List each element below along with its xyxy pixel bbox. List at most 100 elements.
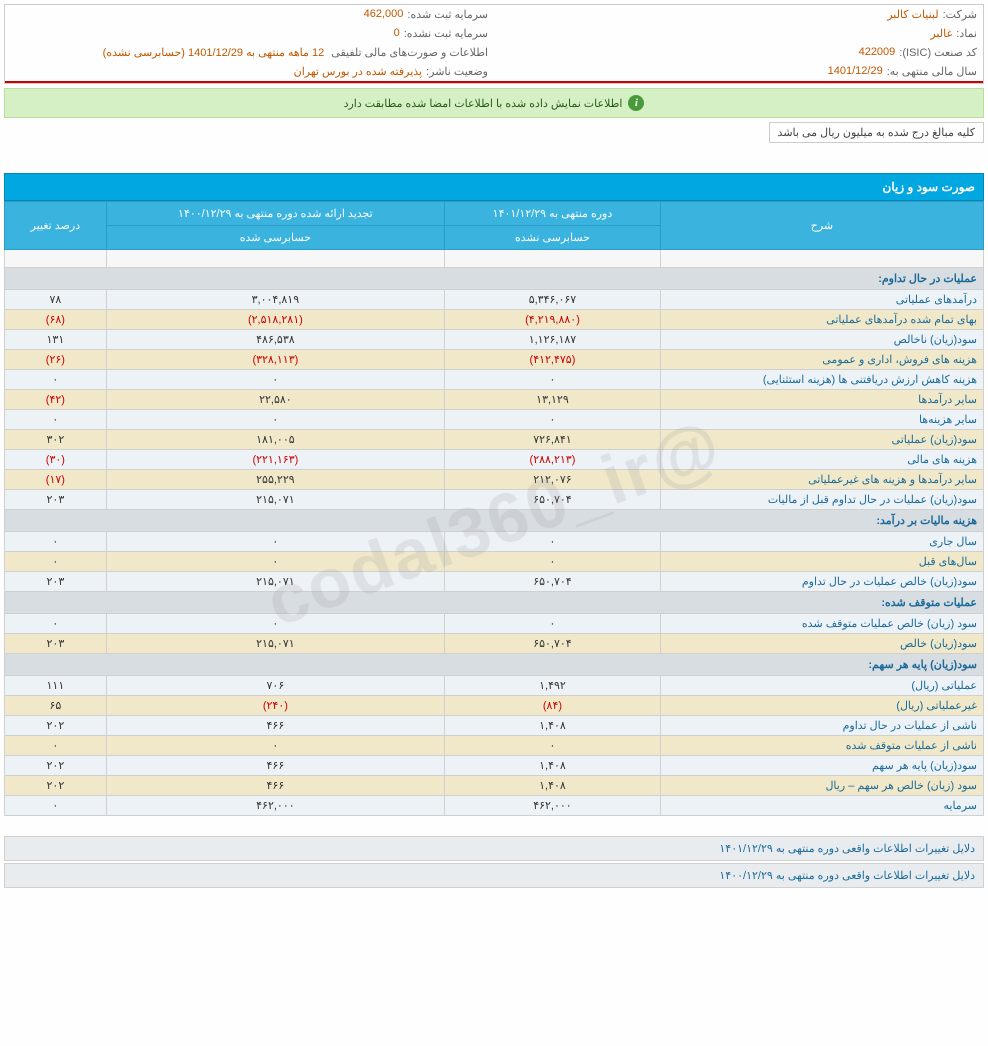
cell-v2: ۰ bbox=[106, 410, 444, 430]
cell-desc: سود(زیان) ناخالص bbox=[660, 330, 983, 350]
cell-v1: ۶۵۰,۷۰۴ bbox=[445, 490, 661, 510]
cell-pct: ۰ bbox=[5, 532, 107, 552]
header-panel: شرکت: لبنیات کالبر سرمایه ثبت شده: 462,0… bbox=[4, 4, 984, 84]
table-row: سود(زیان) ناخالص۱,۱۲۶,۱۸۷۴۸۶,۵۳۸۱۳۱ bbox=[5, 330, 984, 350]
table-row: سال‌های قبل۰۰۰ bbox=[5, 552, 984, 572]
table-row: سال جاری۰۰۰ bbox=[5, 532, 984, 552]
cell-v2: ۰ bbox=[106, 370, 444, 390]
cell-desc: سود(زیان) عملیاتی bbox=[660, 430, 983, 450]
group-header: هزینه مالیات بر درآمد: bbox=[5, 510, 984, 532]
cell-desc: سود (زیان) خالص عملیات متوقف شده bbox=[660, 614, 983, 634]
cell-v2: ۲۱۵,۰۷۱ bbox=[106, 634, 444, 654]
report-label: اطلاعات و صورت‌های مالی تلفیقی bbox=[331, 46, 488, 59]
footer-row-2: دلایل تغییرات اطلاعات واقعی دوره منتهی ب… bbox=[4, 863, 984, 888]
col-pct: درصد تغییر bbox=[5, 202, 107, 250]
group-header: عملیات متوقف شده: bbox=[5, 592, 984, 614]
col-period1: دوره منتهی به ۱۴۰۱/۱۲/۲۹ bbox=[445, 202, 661, 226]
cell-v2: ۴۶۲,۰۰۰ bbox=[106, 796, 444, 816]
table-row: عملیاتی (ریال)۱,۴۹۲۷۰۶۱۱۱ bbox=[5, 676, 984, 696]
section-title: صورت سود و زیان bbox=[4, 173, 984, 201]
cell-v1: ۰ bbox=[445, 410, 661, 430]
cell-v2: ۰ bbox=[106, 736, 444, 756]
table-row: سایر هزینه‌ها۰۰۰ bbox=[5, 410, 984, 430]
capital-reg-value: 462,000 bbox=[364, 8, 404, 21]
cell-v1: ۱,۱۲۶,۱۸۷ bbox=[445, 330, 661, 350]
cell-v2: (۳۲۸,۱۱۳) bbox=[106, 350, 444, 370]
cell-v1: ۱,۴۹۲ bbox=[445, 676, 661, 696]
cell-v2: ۲۱۵,۰۷۱ bbox=[106, 572, 444, 592]
cell-pct: ۳۰۲ bbox=[5, 430, 107, 450]
cell-desc: ناشی از عملیات در حال تداوم bbox=[660, 716, 983, 736]
report-detail: 12 ماهه منتهی به 1401/12/29 (حسابرسی نشد… bbox=[103, 46, 325, 59]
cell-pct: ۷۸ bbox=[5, 290, 107, 310]
cell-pct: ۲۰۳ bbox=[5, 572, 107, 592]
footer-row-1: دلایل تغییرات اطلاعات واقعی دوره منتهی ب… bbox=[4, 836, 984, 861]
cell-pct: ۰ bbox=[5, 410, 107, 430]
table-row: بهای تمام شده درآمدهای عملیاتی(۴,۲۱۹,۸۸۰… bbox=[5, 310, 984, 330]
cell-v1: ۱,۴۰۸ bbox=[445, 756, 661, 776]
cell-v2: ۴۶۶ bbox=[106, 756, 444, 776]
cell-v2: ۲۵۵,۲۲۹ bbox=[106, 470, 444, 490]
cell-pct: ۱۱۱ bbox=[5, 676, 107, 696]
cell-pct: (۳۰) bbox=[5, 450, 107, 470]
col-desc: شرح bbox=[660, 202, 983, 250]
cell-pct: (۲۶) bbox=[5, 350, 107, 370]
cell-v1: ۲۱۲,۰۷۶ bbox=[445, 470, 661, 490]
cell-pct: ۲۰۳ bbox=[5, 490, 107, 510]
cell-pct: ۰ bbox=[5, 796, 107, 816]
capital-unreg-value: 0 bbox=[394, 27, 400, 40]
table-row: سود(زیان) پایه هر سهم۱,۴۰۸۴۶۶۲۰۲ bbox=[5, 756, 984, 776]
table-row: سود(زیان) خالص۶۵۰,۷۰۴۲۱۵,۰۷۱۲۰۳ bbox=[5, 634, 984, 654]
cell-v2: ۰ bbox=[106, 552, 444, 572]
isic-value: 422009 bbox=[859, 46, 896, 59]
group-ops: عملیات در حال تداوم: bbox=[5, 268, 984, 290]
cell-v1: ۱,۴۰۸ bbox=[445, 716, 661, 736]
currency-note: کلیه مبالغ درج شده به میلیون ریال می باش… bbox=[769, 122, 984, 143]
status-value: پذیرفته شده در بورس تهران bbox=[294, 65, 422, 78]
cell-pct: (۱۷) bbox=[5, 470, 107, 490]
cell-v1: ۰ bbox=[445, 552, 661, 572]
cell-v2: ۲۲,۵۸۰ bbox=[106, 390, 444, 410]
cell-desc: سود(زیان) خالص bbox=[660, 634, 983, 654]
alert-text: اطلاعات نمایش داده شده با اطلاعات امضا ش… bbox=[344, 97, 623, 110]
symbol-label: نماد: bbox=[956, 27, 977, 40]
cell-v2: ۴۸۶,۵۳۸ bbox=[106, 330, 444, 350]
cell-v2: ۰ bbox=[106, 532, 444, 552]
cell-pct: ۶۵ bbox=[5, 696, 107, 716]
cell-desc: درآمدهای عملیاتی bbox=[660, 290, 983, 310]
cell-pct: ۰ bbox=[5, 614, 107, 634]
table-row: درآمدهای عملیاتی۵,۳۴۶,۰۶۷۳,۰۰۴,۸۱۹۷۸ bbox=[5, 290, 984, 310]
cell-desc: سود(زیان) عملیات در حال تداوم قبل از مال… bbox=[660, 490, 983, 510]
cell-desc: سود (زیان) خالص هر سهم – ریال bbox=[660, 776, 983, 796]
cell-desc: سایر هزینه‌ها bbox=[660, 410, 983, 430]
table-row: هزینه های فروش، اداری و عمومی(۴۱۲,۴۷۵)(۳… bbox=[5, 350, 984, 370]
cell-v2: ۴۶۶ bbox=[106, 716, 444, 736]
cell-v1: ۵,۳۴۶,۰۶۷ bbox=[445, 290, 661, 310]
table-row: سود(زیان) خالص عملیات در حال تداوم۶۵۰,۷۰… bbox=[5, 572, 984, 592]
alert-banner: i اطلاعات نمایش داده شده با اطلاعات امضا… bbox=[4, 88, 984, 118]
cell-desc: هزینه های فروش، اداری و عمومی bbox=[660, 350, 983, 370]
cell-pct: ۲۰۲ bbox=[5, 716, 107, 736]
table-row: سایر درآمدها۱۳,۱۲۹۲۲,۵۸۰(۴۲) bbox=[5, 390, 984, 410]
cell-pct: ۲۰۳ bbox=[5, 634, 107, 654]
cell-v1: ۱,۴۰۸ bbox=[445, 776, 661, 796]
cell-pct: ۰ bbox=[5, 736, 107, 756]
cell-v2: ۰ bbox=[106, 614, 444, 634]
cell-v1: ۰ bbox=[445, 370, 661, 390]
capital-reg-label: سرمایه ثبت شده: bbox=[407, 8, 488, 21]
cell-v1: ۶۵۰,۷۰۴ bbox=[445, 572, 661, 592]
cell-v1: ۰ bbox=[445, 532, 661, 552]
cell-desc: سال جاری bbox=[660, 532, 983, 552]
table-row: غیرعملیاتی (ریال)(۸۴)(۲۴۰)۶۵ bbox=[5, 696, 984, 716]
isic-label: کد صنعت (ISIC): bbox=[899, 46, 977, 59]
cell-v2: ۳,۰۰۴,۸۱۹ bbox=[106, 290, 444, 310]
cell-desc: هزینه کاهش ارزش دریافتنی ها (هزینه استثن… bbox=[660, 370, 983, 390]
cell-desc: سرمایه bbox=[660, 796, 983, 816]
cell-v2: ۲۱۵,۰۷۱ bbox=[106, 490, 444, 510]
cell-v1: ۴۶۲,۰۰۰ bbox=[445, 796, 661, 816]
cell-pct: ۲۰۲ bbox=[5, 776, 107, 796]
cell-desc: هزینه های مالی bbox=[660, 450, 983, 470]
cell-pct: ۲۰۲ bbox=[5, 756, 107, 776]
cell-pct: (۶۸) bbox=[5, 310, 107, 330]
cell-desc: سود(زیان) پایه هر سهم bbox=[660, 756, 983, 776]
